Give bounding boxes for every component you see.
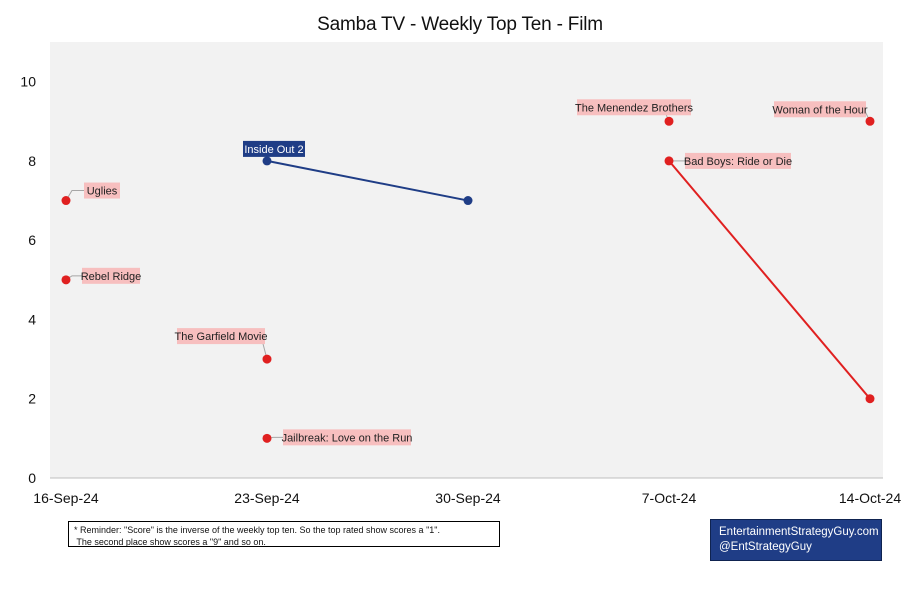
y-tick-label: 6 — [28, 232, 36, 248]
data-label-box-inside-out-2 — [243, 140, 305, 157]
data-point-bad-boys-ride-or-die — [865, 394, 875, 404]
data-point-woman-of-the-hour — [865, 116, 875, 126]
y-tick-label: 0 — [28, 470, 36, 486]
data-label-rebel-ridge: Rebel Ridge — [81, 271, 142, 283]
data-label-uglies: Uglies — [87, 186, 118, 198]
data-point-the-garfield-movie — [262, 354, 272, 364]
data-point-bad-boys-ride-or-die — [664, 156, 674, 166]
y-tick-label: 2 — [28, 391, 36, 407]
data-points — [61, 116, 875, 443]
series-line-bad-boys-ride-or-die — [668, 160, 871, 400]
data-point-uglies — [61, 196, 71, 206]
x-tick-label: 16-Sep-24 — [33, 490, 99, 506]
brand-handle: @EntStrategyGuy — [719, 541, 812, 553]
data-label-box-bad-boys-ride-or-die — [685, 152, 791, 169]
data-label-the-menendez-brothers: The Menendez Brothers — [575, 102, 694, 114]
y-tick-label: 4 — [28, 311, 36, 327]
x-tick-label: 23-Sep-24 — [234, 490, 300, 506]
y-tick-label: 8 — [28, 153, 36, 169]
data-label-the-garfield-movie: The Garfield Movie — [175, 331, 268, 343]
x-tick-label: 30-Sep-24 — [435, 490, 501, 506]
footnote-line-1: * Reminder: "Score" is the inverse of th… — [74, 525, 440, 535]
footnote: * Reminder: "Score" is the inverse of th… — [68, 521, 500, 547]
brand-website: EntertainmentStrategyGuy.com — [719, 526, 879, 538]
data-point-the-menendez-brothers — [664, 116, 674, 126]
data-label-box-the-menendez-brothers — [577, 99, 691, 116]
x-axis: 16-Sep-24 23-Sep-24 30-Sep-24 7-Oct-24 14-Oc… — [33, 490, 901, 506]
y-tick-label: 10 — [20, 74, 36, 90]
data-label-box-jailbreak-love-on-the-run — [283, 429, 411, 446]
data-point-rebel-ridge — [61, 275, 71, 285]
data-label-box-the-garfield-movie — [177, 328, 265, 345]
data-label-box-woman-of-the-hour — [774, 101, 866, 118]
data-label-inside-out-2: Inside Out 2 — [244, 144, 303, 156]
brand-box: EntertainmentStrategyGuy.com @EntStrateg… — [710, 519, 882, 561]
data-point-inside-out-2 — [262, 156, 272, 166]
data-label-woman-of-the-hour: Woman of the Hour — [772, 104, 868, 116]
data-point-jailbreak-love-on-the-run — [262, 433, 272, 443]
data-label-box-rebel-ridge — [82, 267, 140, 284]
data-labels: Uglies Rebel Ridge Inside Out 2 The Garfiel… — [81, 99, 868, 446]
data-point-inside-out-2 — [463, 196, 473, 206]
y-axis: 0 2 4 6 8 10 — [20, 74, 36, 486]
x-tick-label: 14-Oct-24 — [839, 490, 901, 506]
x-tick-label: 7-Oct-24 — [642, 490, 697, 506]
data-label-jailbreak-love-on-the-run: Jailbreak: Love on the Run — [282, 432, 413, 444]
series-lines — [266, 159, 871, 400]
series-line-inside-out-2 — [266, 159, 469, 202]
footnote-line-2: The second place show scores a "9" and s… — [74, 537, 266, 547]
data-label-box-uglies — [84, 182, 120, 199]
data-label-bad-boys-ride-or-die: Bad Boys: Ride or Die — [684, 156, 792, 168]
plot-area — [50, 42, 883, 478]
chart-title: Samba TV - Weekly Top Ten - Film — [317, 14, 603, 35]
